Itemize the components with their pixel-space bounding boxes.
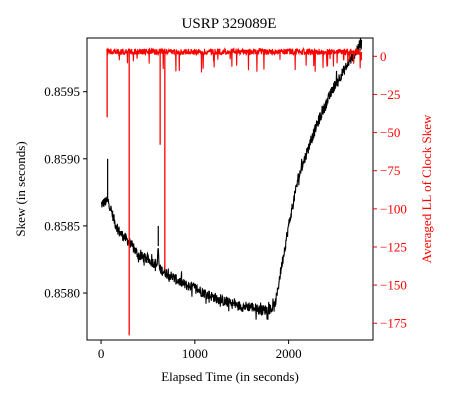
x-axis: 0 1000 2000 (98, 340, 302, 361)
y-axis-left: 0.8580 0.8585 0.8590 0.8595 (44, 84, 87, 300)
y-left-tick-label: 0.8580 (44, 286, 80, 301)
y-right-tick-label: −150 (380, 278, 407, 293)
y-axis-right-label: Averaged LL of Clock Skew (419, 114, 434, 263)
y-axis-right: −175 −150 −125 −100 −75 −50 −25 0 (373, 49, 407, 331)
y-axis-left-label: Skew (in seconds) (13, 141, 28, 236)
y-right-tick-label: −175 (380, 316, 407, 331)
right-series-line (107, 49, 362, 73)
chart-title: USRP 329089E (182, 16, 277, 32)
y-right-tick-label: −125 (380, 239, 407, 254)
x-axis-label: Elapsed Time (in seconds) (161, 369, 299, 384)
y-right-tick-label: −25 (380, 87, 400, 102)
y-right-tick-label: −50 (380, 125, 400, 140)
y-right-tick-label: 0 (380, 49, 387, 64)
y-left-tick-label: 0.8590 (44, 151, 80, 166)
right-series-group (107, 49, 362, 336)
y-right-tick-label: −75 (380, 163, 400, 178)
y-right-tick-label: −100 (380, 201, 407, 216)
y-left-tick-label: 0.8585 (44, 218, 80, 233)
left-series-line (101, 38, 361, 320)
x-tick-label: 1000 (182, 346, 208, 361)
x-tick-label: 2000 (276, 346, 302, 361)
left-series-group (101, 38, 361, 320)
plot-frame (87, 38, 373, 340)
x-tick-label: 0 (98, 346, 105, 361)
y-left-tick-label: 0.8595 (44, 84, 80, 99)
